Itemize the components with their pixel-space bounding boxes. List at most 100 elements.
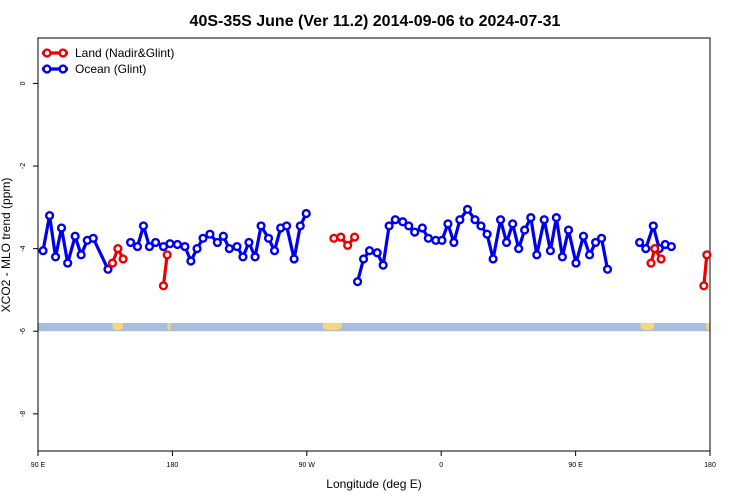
ocean-point-2-36 — [584, 250, 595, 260]
ocean-point-2-17 — [462, 204, 473, 214]
land-patch-4 — [705, 322, 710, 331]
ocean-point-2-11 — [423, 233, 433, 243]
y-tick-label-4: -8 — [20, 411, 27, 417]
legend-ocean-marker-left — [42, 64, 52, 74]
ocean-point-1-18 — [244, 237, 254, 248]
x-tick-label-0: 90 E — [31, 462, 46, 469]
plot-area-frame — [37, 37, 711, 452]
land-point-0-0 — [107, 258, 118, 268]
land-point-4-0 — [699, 281, 709, 291]
land-point-3-1 — [650, 244, 660, 254]
ocean-point-1-27 — [301, 208, 311, 219]
ocean-point-2-2 — [364, 246, 375, 256]
ocean-point-2-9 — [410, 227, 420, 237]
ocean-point-1-20 — [256, 221, 266, 231]
y-tick-label-3: -6 — [20, 328, 27, 334]
land-series-line-1 — [161, 254, 169, 286]
land-point-3-2 — [656, 254, 666, 264]
ocean-point-1-12 — [205, 229, 215, 239]
ocean-point-2-15 — [449, 237, 459, 248]
ocean-series-line-1 — [129, 212, 308, 263]
ocean-point-3-2 — [648, 221, 658, 231]
y-tick-label-2: -4 — [20, 245, 27, 251]
ocean-point-0-5 — [70, 231, 80, 241]
ocean-series-line-0 — [41, 213, 110, 270]
ocean-point-2-29 — [539, 215, 549, 225]
ocean-point-1-16 — [232, 241, 242, 252]
ocean-point-2-21 — [488, 254, 498, 264]
legend-land-marker-left — [42, 48, 52, 58]
ocean-point-2-3 — [372, 248, 382, 258]
legend-ocean-label: Ocean (Glint) — [75, 62, 146, 76]
legend-land-label: Land (Nadir&Glint) — [75, 46, 174, 60]
ocean-point-1-22 — [269, 246, 280, 256]
ocean-point-0-4 — [63, 258, 73, 268]
x-tick-label-2: 90 W — [299, 462, 316, 469]
ocean-point-2-6 — [390, 215, 400, 225]
ocean-point-2-26 — [520, 225, 530, 235]
ocean-point-2-30 — [545, 246, 556, 256]
ocean-point-2-23 — [501, 237, 512, 248]
ocean-point-2-18 — [470, 215, 480, 225]
land-point-2-0 — [329, 233, 339, 243]
ocean-point-1-21 — [263, 233, 274, 243]
ocean-point-1-11 — [198, 233, 208, 243]
land-patch-0 — [112, 322, 123, 331]
y-axis-label: XCO2 - MLO trend (ppm) — [0, 178, 13, 313]
ocean-point-2-20 — [482, 229, 492, 239]
ocean-point-1-10 — [192, 244, 202, 254]
ocean-point-2-33 — [563, 225, 574, 235]
ocean-point-1-1 — [132, 241, 143, 252]
chart-title: 40S-35S June (Ver 11.2) 2014-09-06 to 20… — [190, 13, 561, 30]
ocean-point-3-1 — [641, 244, 651, 254]
ocean-point-1-15 — [224, 244, 234, 254]
ocean-point-0-0 — [38, 246, 48, 256]
ocean-point-1-19 — [250, 252, 260, 262]
land-point-3-0 — [646, 258, 656, 268]
x-tick-label-1: 180 — [167, 462, 179, 469]
ocean-point-3-5 — [666, 241, 676, 252]
ocean-point-2-27 — [526, 213, 536, 223]
series-layer — [38, 204, 712, 291]
ocean-point-2-39 — [602, 264, 613, 274]
ocean-point-1-24 — [282, 221, 292, 231]
land-patch-3 — [640, 322, 654, 331]
x-tick-label-4: 90 E — [568, 462, 583, 469]
ocean-point-1-3 — [144, 241, 155, 252]
ocean-point-2-24 — [508, 219, 518, 229]
ocean-point-0-1 — [44, 210, 55, 221]
ocean-point-2-1 — [358, 254, 369, 264]
land-point-2-2 — [343, 240, 353, 250]
ocean-point-0-9 — [103, 264, 113, 274]
land-patch-1 — [167, 322, 171, 331]
land-point-4-1 — [702, 250, 712, 260]
ocean-point-0-8 — [88, 233, 98, 243]
ocean-point-2-13 — [437, 235, 447, 245]
ocean-point-1-26 — [295, 221, 305, 231]
ocean-point-1-13 — [212, 237, 222, 248]
ocean-point-2-14 — [443, 219, 453, 229]
land-point-0-1 — [113, 244, 123, 254]
ocean-point-2-4 — [378, 260, 388, 270]
ocean-point-2-0 — [352, 277, 363, 287]
ocean-point-2-8 — [404, 221, 414, 231]
ocean-point-1-9 — [186, 256, 196, 266]
ocean-point-2-19 — [476, 221, 486, 231]
ocean-point-1-8 — [180, 241, 190, 252]
ocean-point-1-17 — [238, 252, 248, 262]
ocean-point-3-0 — [635, 237, 645, 248]
ocean-point-1-25 — [289, 254, 299, 264]
land-series-line-4 — [702, 254, 709, 286]
land-point-2-3 — [349, 232, 360, 242]
legend-ocean-marker-right — [58, 64, 68, 74]
ocean-point-2-10 — [417, 223, 427, 233]
land-patch-2 — [322, 322, 342, 331]
ocean-point-0-3 — [56, 223, 67, 233]
legend-land-marker-right — [58, 48, 68, 58]
x-tick-label-3: 0 — [439, 462, 443, 469]
land-point-1-1 — [162, 250, 172, 260]
ocean-point-1-14 — [218, 231, 228, 241]
ocean-point-2-22 — [495, 215, 506, 225]
y-tick-label-1: -2 — [20, 163, 27, 169]
ocean-point-2-28 — [532, 250, 542, 260]
